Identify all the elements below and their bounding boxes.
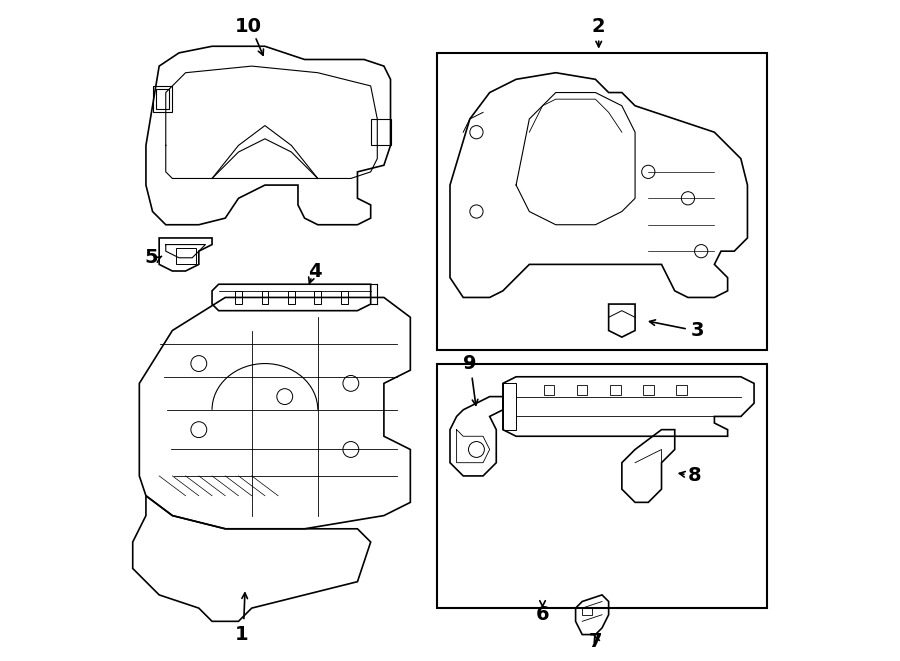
- Bar: [314, 291, 321, 304]
- Text: 8: 8: [688, 467, 701, 485]
- Text: 10: 10: [235, 17, 262, 36]
- Bar: [262, 291, 268, 304]
- Text: 7: 7: [589, 632, 602, 650]
- Bar: [544, 385, 554, 395]
- Text: 1: 1: [235, 625, 248, 644]
- Bar: [676, 385, 687, 395]
- Text: 9: 9: [464, 354, 477, 373]
- Text: 5: 5: [144, 249, 158, 267]
- Bar: [288, 291, 294, 304]
- Bar: [582, 608, 592, 615]
- Text: 2: 2: [592, 17, 606, 36]
- Bar: [436, 53, 768, 350]
- Bar: [341, 291, 347, 304]
- Text: 4: 4: [308, 262, 321, 280]
- Bar: [643, 385, 653, 395]
- Text: 3: 3: [691, 321, 705, 340]
- Bar: [176, 248, 195, 264]
- Bar: [577, 385, 588, 395]
- Bar: [610, 385, 620, 395]
- Text: 6: 6: [536, 605, 549, 624]
- Bar: [436, 364, 768, 608]
- Bar: [235, 291, 242, 304]
